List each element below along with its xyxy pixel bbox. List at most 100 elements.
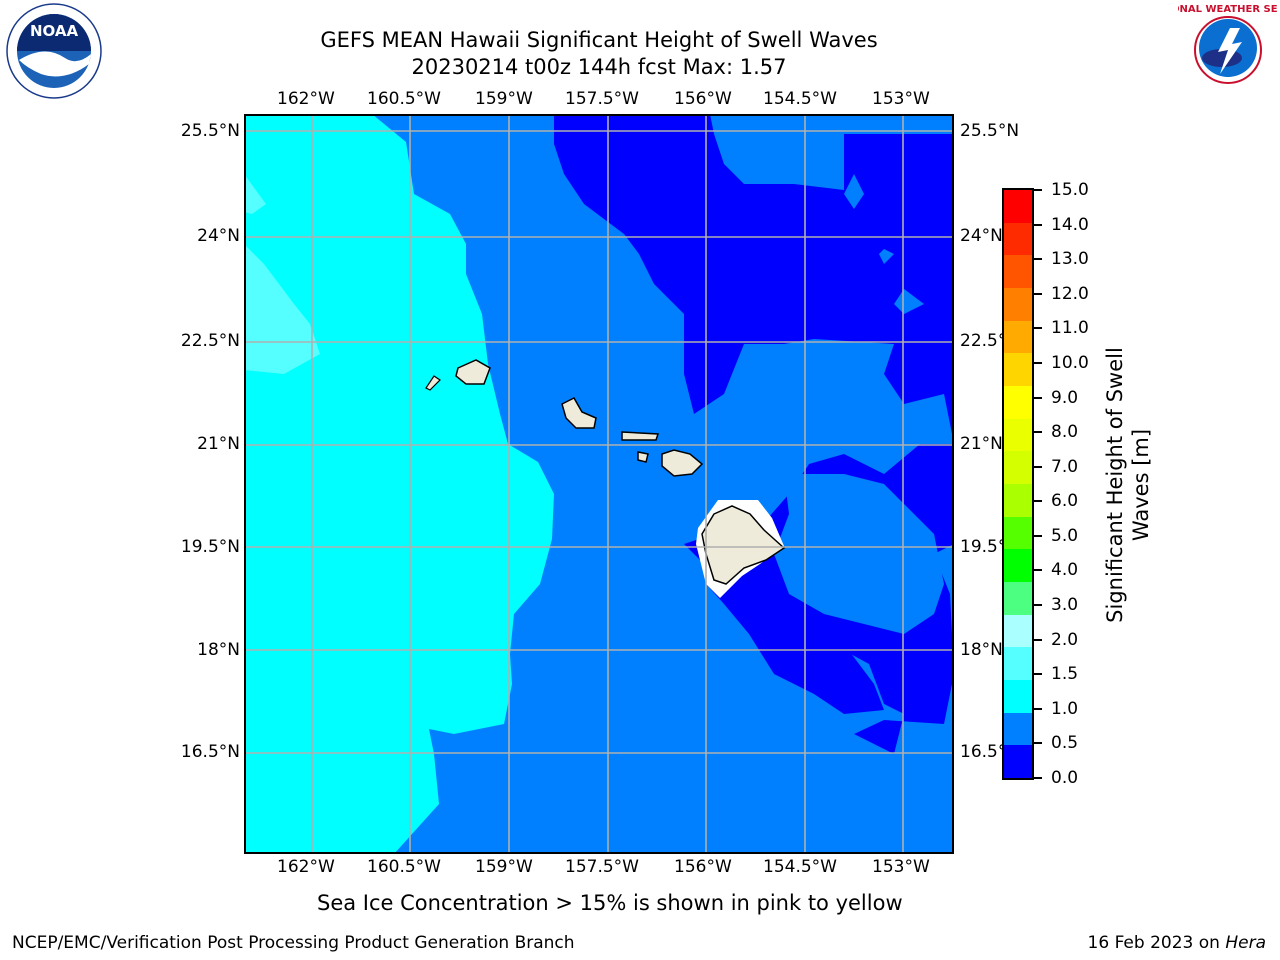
swell-map: [244, 114, 954, 854]
colorbar-tick-mark: [1034, 742, 1042, 745]
band-0.0-0.5: [704, 554, 884, 714]
lat-label-left: 21°N: [197, 434, 240, 454]
colorbar-cell: [1004, 451, 1032, 485]
band-0.5-1.0: [894, 289, 924, 314]
map-subtitle: 20230214 t00z 144h fcst Max: 1.57: [411, 55, 787, 79]
sea-ice-caption: Sea Ice Concentration > 15% is shown in …: [317, 891, 903, 915]
colorbar-tick-mark: [1034, 396, 1042, 399]
colorbar-tick-label: 13.0: [1051, 249, 1089, 270]
footer-date-text: 16 Feb 2023 on: [1087, 933, 1226, 953]
island-oahu: [561, 397, 597, 429]
colorbar-cell: [1004, 516, 1032, 550]
lon-label-top: 157.5°W: [565, 89, 639, 109]
lat-label-left: 16.5°N: [180, 742, 240, 762]
island-niihau: [425, 375, 441, 391]
colorbar-label-line1: Significant Height of Swell: [1103, 347, 1127, 623]
colorbar-tick-label: 1.5: [1051, 664, 1079, 685]
lat-label-left: 24°N: [197, 226, 240, 246]
colorbar-tick-label: 12.0: [1051, 283, 1089, 304]
lat-label-right: 25.5°N: [960, 121, 1020, 141]
map-panel: [244, 114, 954, 854]
lat-label-left: 22.5°N: [180, 331, 240, 351]
colorbar-tick-label: 4.0: [1051, 560, 1079, 581]
colorbar-tick-label: 5.0: [1051, 525, 1079, 546]
colorbar-tick-mark: [1034, 777, 1042, 779]
colorbar-cell: [1004, 745, 1032, 778]
noaa-logo-text: NOAA: [30, 22, 79, 40]
colorbar-cell: [1004, 614, 1032, 648]
colorbar-tick-mark: [1034, 223, 1042, 226]
colorbar-tick-mark: [1034, 327, 1042, 330]
colorbar: [1002, 188, 1034, 780]
colorbar-cell: [1004, 288, 1032, 321]
lon-label-top: 160.5°W: [367, 89, 441, 109]
colorbar-cell: [1004, 190, 1032, 223]
map-frame: [244, 114, 954, 854]
colorbar-cell: [1004, 549, 1032, 583]
colorbar-tick-mark: [1034, 189, 1042, 191]
lon-label-top: 162°W: [277, 89, 335, 109]
lat-label-right: 21°N: [960, 434, 1003, 454]
footer-date: 16 Feb 2023 on Hera: [1088, 933, 1266, 953]
graticule: [244, 114, 954, 854]
colorbar-cell: [1004, 582, 1032, 615]
noaa-logo: NOAA: [5, 2, 103, 100]
colorbar-cell: [1004, 418, 1032, 452]
colorbar-cell: [1004, 680, 1032, 713]
island-molokai: [621, 431, 660, 441]
colorbar-tick-mark: [1034, 534, 1042, 537]
colorbar-cell: [1004, 712, 1032, 746]
colorbar-tick-label: 15.0: [1051, 180, 1089, 200]
lon-label-bottom: 154.5°W: [763, 857, 837, 877]
colorbar-tick-label: 3.0: [1051, 595, 1079, 616]
colorbar-tick-label: 0.5: [1051, 733, 1079, 754]
colorbar-cell: [1004, 320, 1032, 354]
colorbar-cell: [1004, 255, 1032, 289]
colorbar-tick-label: 9.0: [1051, 387, 1079, 408]
footer-branch: NCEP/EMC/Verification Post Processing Pr…: [12, 933, 575, 953]
lat-label-left: 25.5°N: [180, 121, 240, 141]
colorbar-tick-label: 1.0: [1051, 698, 1079, 719]
map-title: GEFS MEAN Hawaii Significant Height of S…: [320, 28, 878, 52]
band-1.0-1.5: [244, 114, 554, 854]
colorbar-tick-mark: [1034, 638, 1042, 641]
colorbar-tick-label: 8.0: [1051, 422, 1079, 443]
colorbar-tick-label: 2.0: [1051, 629, 1079, 650]
colorbar-tick-mark: [1034, 673, 1042, 676]
colorbar-tick-mark: [1034, 431, 1042, 434]
colorbar-tick-label: 11.0: [1051, 318, 1089, 339]
colorbar-label-line2: Waves [m]: [1129, 428, 1153, 542]
lon-label-top: 154.5°W: [763, 89, 837, 109]
colorbar-tick-mark: [1034, 707, 1042, 710]
colorbar-tick-mark: [1034, 361, 1042, 364]
band-0.5-1.0: [844, 174, 864, 209]
colorbar-tick-label: 6.0: [1051, 491, 1079, 512]
colorbar-cell: [1004, 353, 1032, 387]
band-0.5-1.0: [879, 249, 894, 264]
colorbar-tick-mark: [1034, 604, 1042, 607]
band-1.5-2.0: [244, 174, 266, 214]
colorbar-tick-label: 0.0: [1051, 768, 1079, 788]
island-kauai: [455, 359, 491, 385]
island-maui: [661, 449, 704, 477]
colorbar-tick-label: 10.0: [1051, 352, 1089, 373]
lon-label-bottom: 160.5°W: [367, 857, 441, 877]
colorbar-cell: [1004, 647, 1032, 681]
lon-label-bottom: 153°W: [872, 857, 930, 877]
colorbar-ticks: 15.0 14.0 13.0 12.0 11.0 10.0 9.0 8.0 7.0 6.0 5.0 4…: [1034, 180, 1104, 788]
nws-logo: NATIONAL WEATHER SERVICE: [1145, 0, 1280, 100]
lon-label-bottom: 157.5°W: [565, 857, 639, 877]
lon-label-top: 153°W: [872, 89, 930, 109]
colorbar-tick-mark: [1034, 465, 1042, 468]
lon-label-top: 159°W: [475, 89, 533, 109]
lon-label-top: 156°W: [674, 89, 732, 109]
lon-label-bottom: 159°W: [475, 857, 533, 877]
colorbar-tick-mark: [1034, 500, 1042, 503]
footer-machine: Hera: [1225, 933, 1266, 953]
colorbar-cell: [1004, 484, 1032, 517]
lon-label-bottom: 162°W: [277, 857, 335, 877]
lat-label-left: 18°N: [197, 640, 240, 660]
island-lanai: [637, 451, 649, 463]
lat-label-right: 18°N: [960, 640, 1003, 660]
svg-text:NATIONAL WEATHER SERVICE: NATIONAL WEATHER SERVICE: [1178, 4, 1278, 15]
